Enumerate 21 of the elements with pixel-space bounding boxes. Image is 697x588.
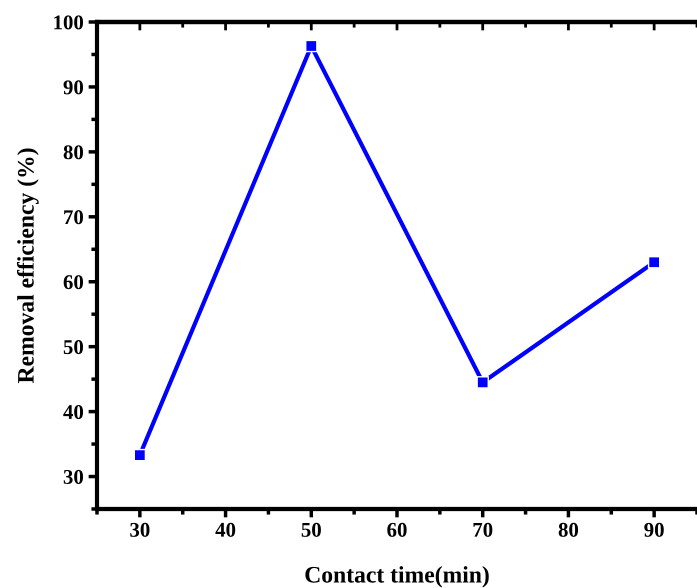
x-tick-label: 50 xyxy=(302,522,321,537)
y-tick-label: 80 xyxy=(64,145,84,160)
y-tick-label: 40 xyxy=(63,404,84,420)
y-tick-label: 70 xyxy=(64,210,84,224)
x-tick-label: 70 xyxy=(473,522,492,537)
x-tick-label: 40 xyxy=(215,522,236,537)
y-tick-label: 30 xyxy=(64,470,84,484)
y-tick-label: 60 xyxy=(64,275,84,290)
point xyxy=(134,448,146,462)
x-axis-title: Contact time(min) xyxy=(305,566,489,588)
x-tick-label: 60 xyxy=(387,522,407,537)
x-tick-label: 90 xyxy=(644,522,664,537)
point xyxy=(648,256,660,269)
x-tick-label: 80 xyxy=(558,522,578,537)
y-tick-label: 100 xyxy=(54,15,84,30)
y-tick-label: 90 xyxy=(64,80,84,94)
x-tick-label: 30 xyxy=(130,522,150,537)
y-axis-title: Removal efficiency (%) xyxy=(16,148,39,384)
y-tick-label: 50 xyxy=(64,340,84,354)
point xyxy=(476,376,489,389)
point xyxy=(305,40,318,52)
